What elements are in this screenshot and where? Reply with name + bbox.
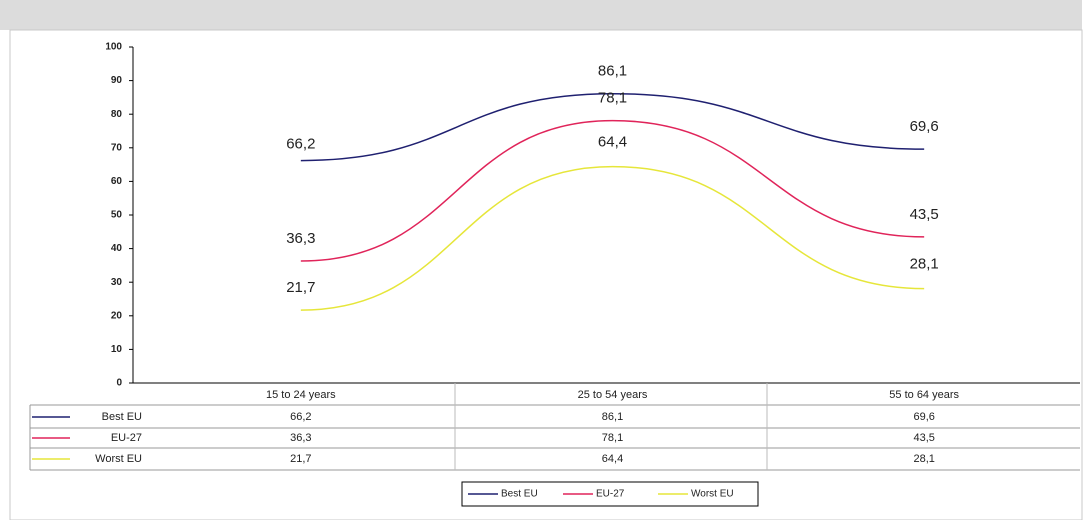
series-line (300, 119, 925, 262)
table-cell: 64,4 (602, 453, 623, 465)
data-label: 28,1 (910, 256, 939, 273)
table-row-label: Best EU (102, 411, 142, 423)
data-label: 36,3 (286, 230, 315, 247)
legend-label: Worst EU (691, 489, 734, 500)
legend-label: Best EU (501, 489, 538, 500)
y-tick-label: 80 (111, 109, 123, 120)
data-label: 66,2 (286, 136, 315, 153)
data-label: 78,1 (598, 90, 627, 107)
x-tick-label: 25 to 54 years (578, 389, 648, 401)
data-label: 43,5 (910, 206, 939, 223)
y-tick-label: 100 (105, 42, 122, 53)
data-label: 86,1 (598, 63, 627, 80)
header-bar (0, 0, 1082, 30)
table-cell: 66,2 (290, 411, 311, 423)
data-label: 21,7 (286, 279, 315, 296)
data-label: 64,4 (598, 134, 627, 151)
y-tick-label: 20 (111, 310, 123, 321)
table-cell: 36,3 (290, 432, 311, 444)
legend-label: EU-27 (596, 489, 625, 500)
y-tick-label: 40 (111, 243, 123, 254)
series-line (300, 92, 925, 162)
y-tick-label: 50 (111, 210, 123, 221)
panel (9, 29, 1083, 521)
table-cell: 86,1 (602, 411, 623, 423)
series-line (300, 165, 925, 311)
y-tick-label: 90 (111, 75, 123, 86)
table-cell: 43,5 (913, 432, 934, 444)
table-cell: 78,1 (602, 432, 623, 444)
y-tick-label: 0 (116, 378, 122, 389)
table-cell: 69,6 (913, 411, 934, 423)
y-tick-label: 30 (111, 277, 123, 288)
y-tick-label: 70 (111, 142, 123, 153)
x-tick-label: 15 to 24 years (266, 389, 336, 401)
y-tick-label: 10 (111, 344, 123, 355)
legend-box (461, 481, 759, 507)
y-tick-label: 60 (111, 176, 123, 187)
table-row-label: Worst EU (95, 453, 142, 465)
table-row-label: EU-27 (111, 432, 142, 444)
table-cell: 21,7 (290, 453, 311, 465)
x-tick-label: 55 to 64 years (889, 389, 959, 401)
data-label: 69,6 (910, 118, 939, 135)
table-cell: 28,1 (913, 453, 934, 465)
